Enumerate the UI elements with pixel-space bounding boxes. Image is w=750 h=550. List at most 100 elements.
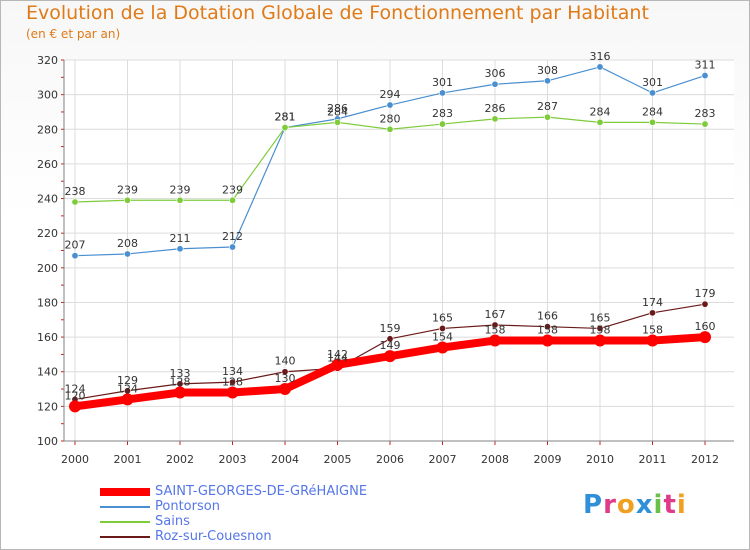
data-point (229, 196, 237, 204)
data-point (71, 252, 79, 260)
x-tick-label: 2008 (481, 453, 509, 466)
data-label: 238 (65, 185, 86, 198)
data-label: 208 (117, 237, 138, 250)
x-tick-label: 2010 (586, 453, 614, 466)
data-point (596, 324, 604, 332)
data-point (543, 113, 551, 121)
data-label: 174 (642, 296, 663, 309)
data-point (229, 378, 237, 386)
data-label: 211 (170, 232, 191, 245)
data-label: 284 (590, 105, 611, 118)
x-tick-label: 2003 (219, 453, 247, 466)
data-label: 179 (695, 287, 716, 300)
data-label: 316 (590, 50, 611, 63)
data-label: 308 (537, 64, 558, 77)
logo-letter: i (676, 490, 687, 520)
logo-letter: i (653, 490, 664, 520)
data-label: 130 (275, 372, 296, 385)
data-point (648, 309, 656, 317)
data-label: 134 (222, 365, 243, 378)
data-label: 142 (327, 348, 348, 361)
data-label: 284 (327, 105, 348, 118)
data-label: 286 (485, 102, 506, 115)
data-point (646, 334, 659, 347)
legend-label: SAINT-GEORGES-DE-GRéHAIGNE (155, 484, 368, 499)
data-label: 239 (117, 183, 138, 196)
data-point (701, 300, 709, 308)
data-label: 158 (642, 324, 663, 337)
legend-label: Pontorson (155, 499, 220, 514)
data-label: 144 (327, 351, 348, 364)
data-point (543, 77, 551, 85)
data-label: 158 (537, 324, 558, 337)
data-point (491, 321, 499, 329)
data-label: 124 (117, 382, 138, 395)
data-point (121, 393, 134, 406)
x-tick-label: 2012 (691, 453, 719, 466)
data-label: 280 (380, 112, 401, 125)
x-tick-label: 2007 (429, 453, 457, 466)
data-point (229, 243, 237, 251)
y-tick-label: 280 (37, 123, 58, 136)
y-tick-label: 260 (37, 158, 58, 171)
data-label: 160 (695, 320, 716, 333)
legend-item: SAINT-GEORGES-DE-GRéHAIGNE (100, 484, 460, 500)
legend-swatch (100, 521, 150, 523)
x-tick-label: 2004 (271, 453, 299, 466)
data-label: 286 (327, 102, 348, 115)
data-point (491, 80, 499, 88)
data-label: 306 (485, 67, 506, 80)
data-label: 239 (222, 183, 243, 196)
data-point (226, 386, 239, 399)
data-point (386, 335, 394, 343)
data-label: 128 (222, 376, 243, 389)
data-label: 129 (117, 374, 138, 387)
logo-letter: P (583, 490, 604, 520)
data-label: 207 (65, 239, 86, 252)
chart-subtitle: (en € et par an) (26, 27, 121, 41)
data-point (279, 383, 291, 396)
data-point (69, 400, 81, 413)
data-point (124, 196, 132, 204)
data-label: 287 (537, 100, 558, 113)
data-label: 212 (222, 230, 243, 243)
legend-label: Roz-sur-Couesnon (155, 529, 272, 544)
data-point (699, 331, 711, 344)
data-point (281, 368, 289, 376)
data-point (436, 341, 449, 354)
data-label: 281 (275, 111, 296, 124)
data-label: 294 (380, 88, 401, 101)
y-tick-label: 320 (37, 54, 58, 67)
data-point (386, 125, 394, 133)
data-point (331, 358, 344, 371)
plot-area (64, 60, 734, 441)
data-point (543, 323, 551, 331)
data-point (438, 324, 446, 332)
data-point (701, 120, 709, 128)
legend-swatch (100, 488, 150, 496)
logo-letter: t (663, 490, 677, 520)
data-label: 301 (642, 76, 663, 89)
data-label: 158 (590, 324, 611, 337)
logo-letter: o (616, 490, 636, 520)
data-point (489, 334, 501, 347)
proxiti-logo: Proxiti (583, 490, 687, 520)
data-point (333, 118, 341, 126)
data-label: 133 (170, 367, 191, 380)
data-point (438, 89, 446, 97)
data-label: 140 (275, 355, 296, 368)
data-label: 281 (275, 111, 296, 124)
data-point (491, 115, 499, 123)
data-point (701, 72, 709, 80)
data-point (594, 334, 606, 347)
data-label: 158 (485, 324, 506, 337)
data-label: 149 (380, 339, 401, 352)
data-label: 284 (642, 105, 663, 118)
y-tick-label: 180 (37, 296, 58, 309)
legend-item: Sains (100, 514, 460, 530)
data-label: 301 (432, 76, 453, 89)
x-tick-label: 2002 (166, 453, 194, 466)
data-point (281, 124, 289, 132)
data-point (176, 245, 184, 253)
